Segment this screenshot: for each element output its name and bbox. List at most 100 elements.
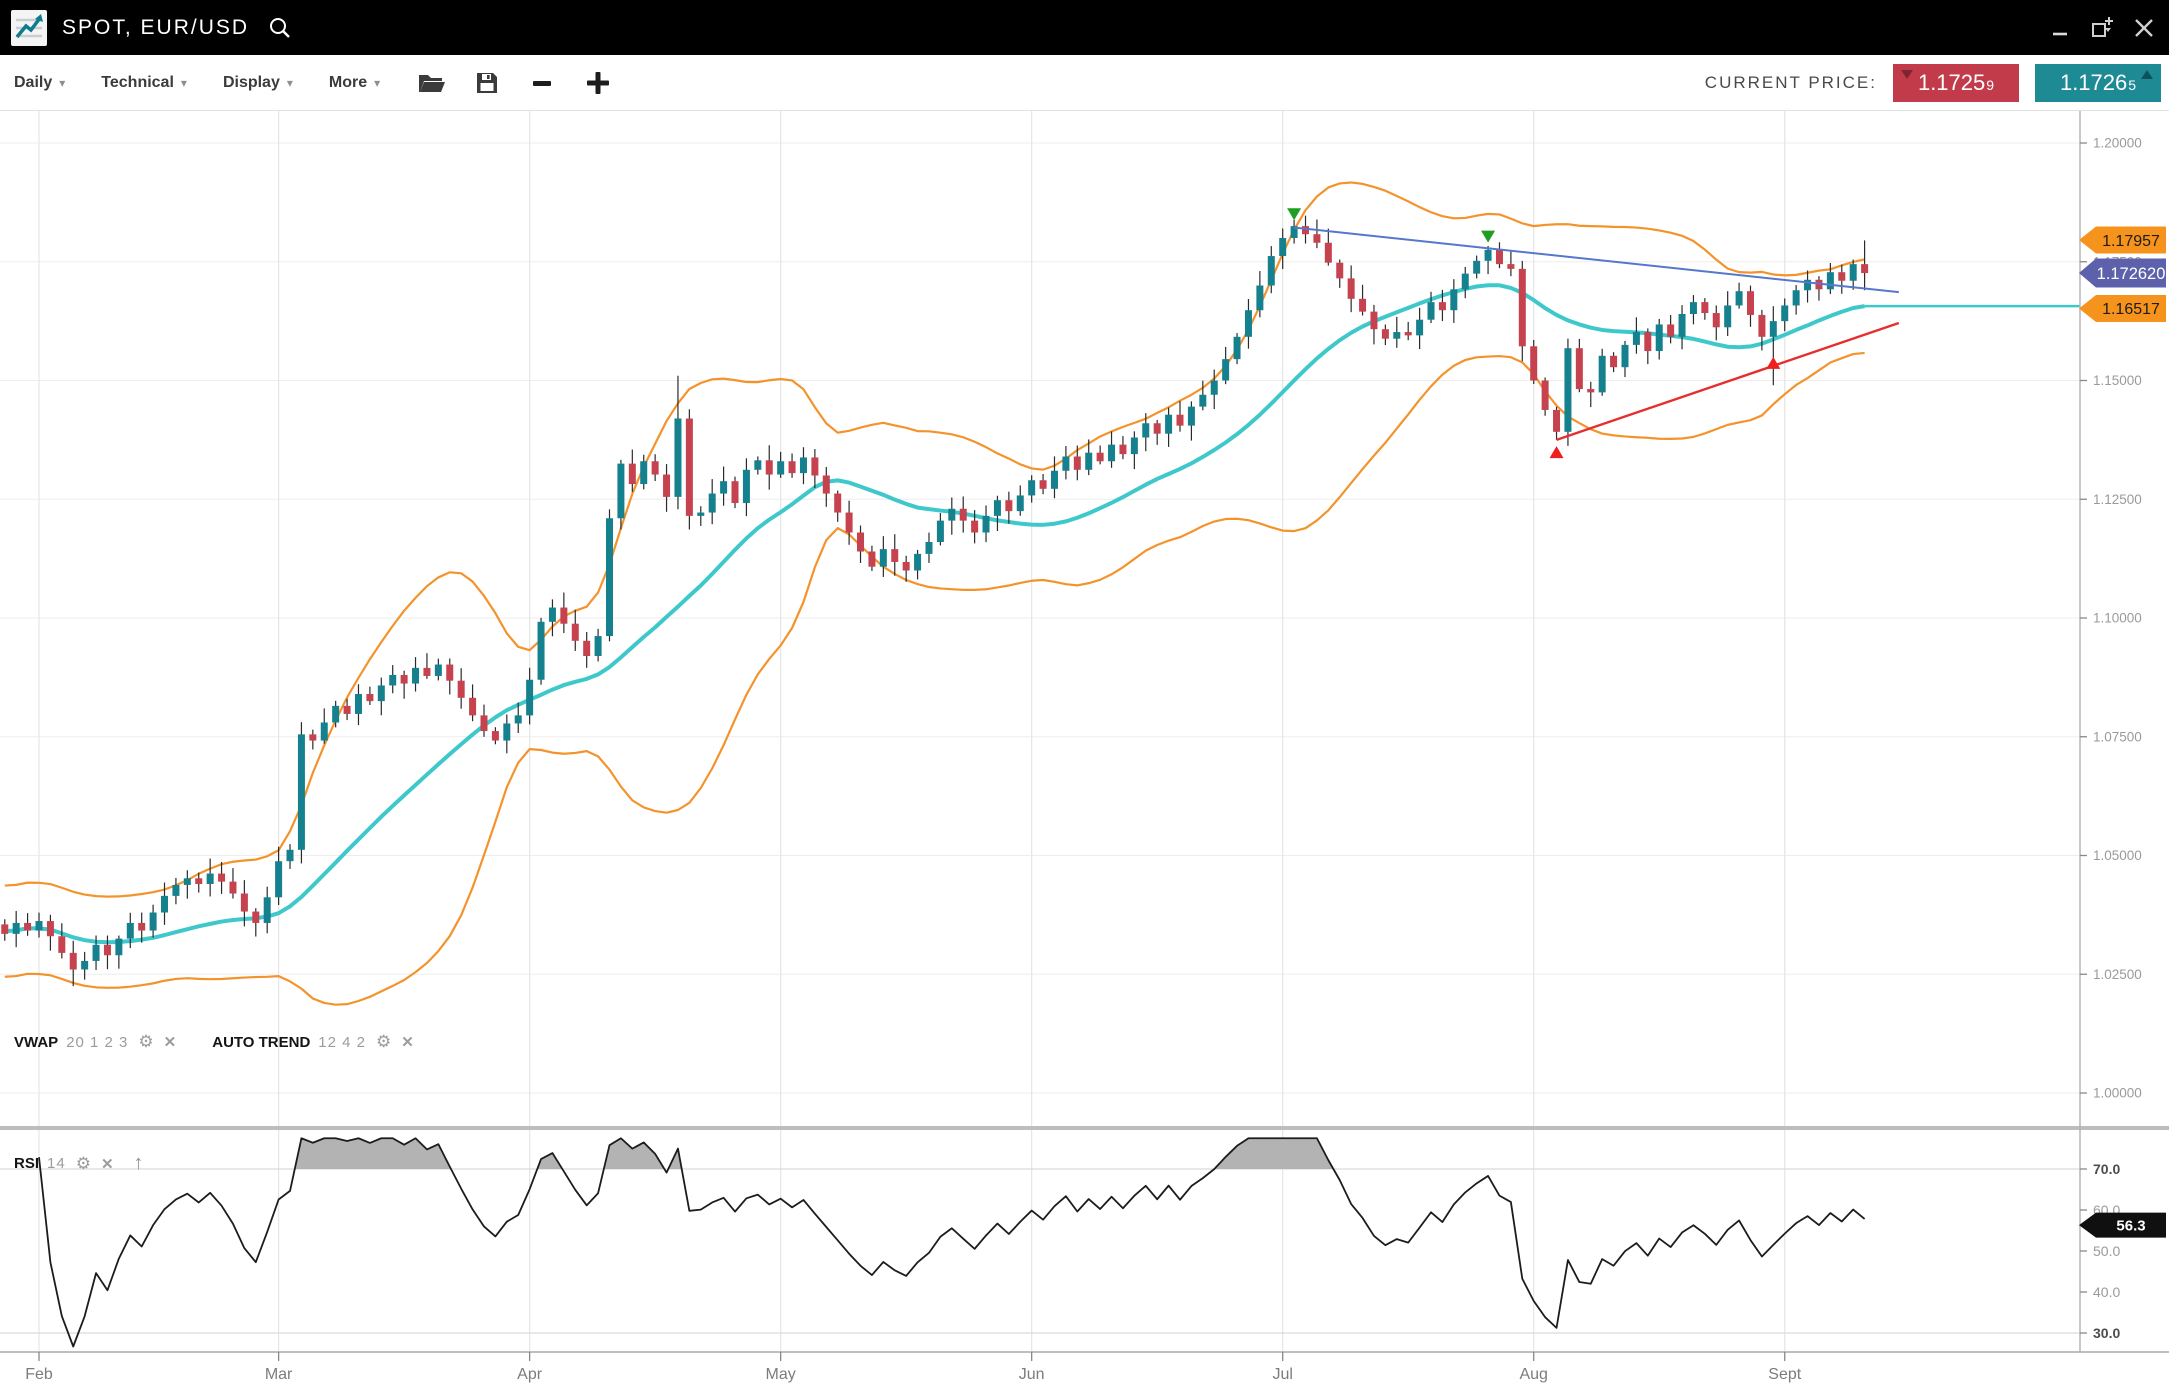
auto-trend-remove-icon[interactable]: ✕ — [401, 1034, 414, 1051]
candle-body — [514, 715, 522, 724]
red-trend-line — [1556, 321, 1900, 442]
zoom-out-icon[interactable] — [528, 69, 556, 97]
menu-technical-label: Technical — [101, 73, 174, 91]
upper-band-price-tag-label: 1.17957 — [2102, 233, 2160, 250]
candle-body — [1587, 389, 1595, 393]
candle-body — [731, 481, 739, 504]
candle-body — [389, 675, 397, 686]
current-price-label: CURRENT PRICE: — [1704, 72, 1877, 92]
candle-body — [742, 469, 750, 504]
candle-body — [218, 873, 226, 882]
candle-body — [1427, 302, 1435, 320]
candle-body — [811, 457, 819, 476]
candle-body — [857, 532, 865, 552]
candle-body — [1290, 226, 1298, 238]
menu-more-label: More — [328, 73, 368, 91]
candle-body — [229, 881, 237, 894]
rsi-legend-row: RSI 14 ⚙ ✕ ↑ — [14, 1152, 144, 1175]
x-axis-month-label: Aug — [1519, 1366, 1547, 1383]
y-axis-price-label: 1.07500 — [2093, 729, 2142, 744]
candle-body — [1199, 394, 1207, 407]
candle-body — [1416, 319, 1424, 336]
rsi-move-up-icon[interactable]: ↑ — [133, 1152, 144, 1174]
menu-display[interactable]: Display ▾ — [223, 74, 293, 92]
vwap-legend-label: VWAP — [14, 1033, 59, 1051]
candle-body — [491, 731, 499, 741]
candle-body — [754, 460, 762, 470]
save-icon[interactable] — [474, 70, 500, 96]
minimize-icon[interactable] — [2049, 16, 2073, 40]
candle-body — [959, 508, 967, 521]
search-icon[interactable] — [267, 15, 293, 41]
candle-body — [58, 936, 66, 953]
rsi-remove-icon[interactable]: ✕ — [100, 1155, 114, 1173]
candle-body — [571, 623, 579, 641]
menu-more[interactable]: More ▾ — [329, 74, 380, 92]
upper-band-price-tag — [2079, 226, 2166, 254]
candle-body — [1336, 262, 1344, 279]
candle-body — [1826, 272, 1834, 290]
candle-body — [1518, 268, 1526, 347]
vwap-remove-icon[interactable]: ✕ — [163, 1034, 177, 1051]
candle-body — [377, 685, 385, 702]
candle-body — [1541, 380, 1549, 410]
auto-trend-settings-gear-icon[interactable]: ⚙ — [376, 1032, 392, 1051]
auto-trend-legend-label: AUTO TREND — [212, 1033, 311, 1051]
candle-body — [1210, 380, 1218, 395]
candle-body — [868, 551, 876, 567]
candle-body — [1016, 495, 1024, 512]
bid-price-pip: 9 — [1986, 76, 1995, 93]
buy-signal-marker — [1549, 446, 1564, 459]
candle-body — [697, 512, 705, 516]
y-axis-price-label: 1.05000 — [2093, 848, 2142, 863]
candle-body — [183, 878, 191, 885]
popout-icon[interactable] — [2089, 15, 2115, 41]
candle-body — [320, 722, 328, 741]
candle-body — [1142, 423, 1150, 438]
candle-body — [1747, 291, 1754, 315]
menu-timeframe[interactable]: Daily ▾ — [14, 74, 65, 92]
price-up-arrow-icon — [2141, 69, 2153, 79]
candle-body — [457, 680, 465, 698]
x-axis-month-label: Apr — [517, 1366, 543, 1383]
candle-body — [1781, 305, 1789, 322]
rsi-axis-label: 70.0 — [2093, 1161, 2120, 1177]
candle-body — [1370, 311, 1378, 330]
candle-body — [1222, 359, 1230, 381]
ask-price: 1.1726 — [2059, 69, 2128, 95]
candle-body — [1153, 423, 1161, 434]
candle-body — [663, 474, 671, 497]
rsi-settings-gear-icon[interactable]: ⚙ — [75, 1153, 91, 1173]
candle-body — [1621, 344, 1629, 368]
candle-body — [1108, 444, 1116, 462]
menu-technical[interactable]: Technical ▾ — [101, 74, 187, 92]
rsi-line — [38, 1137, 1866, 1348]
vwap-settings-gear-icon[interactable]: ⚙ — [138, 1032, 154, 1051]
candle-body — [81, 960, 89, 970]
rsi-legend-label: RSI — [14, 1155, 40, 1172]
candle-body — [560, 607, 568, 624]
title-bar: SPOT, EUR/USD — [0, 0, 2169, 55]
candlesticks — [1, 215, 1869, 987]
candle-body — [925, 542, 933, 554]
sell-price-button[interactable]: 1.1725 9 — [1893, 63, 2019, 102]
buy-price-button[interactable]: 1.1726 5 — [2035, 63, 2161, 102]
candle-body — [1085, 452, 1093, 470]
vwap-legend-params: 20 1 2 3 — [66, 1033, 129, 1051]
candle-body — [206, 873, 214, 884]
candle-body — [1861, 264, 1869, 274]
candle-body — [1735, 291, 1743, 306]
candle-body — [594, 636, 602, 656]
candle-body — [1130, 437, 1138, 455]
candle-body — [115, 938, 123, 956]
candle-body — [1701, 302, 1709, 314]
candle-body — [708, 493, 716, 513]
candle-body — [1359, 298, 1367, 312]
lower-band-price-tag — [2079, 294, 2166, 322]
zoom-in-icon[interactable] — [584, 69, 612, 97]
candle-body — [1050, 470, 1058, 489]
open-folder-icon[interactable] — [416, 70, 446, 96]
close-icon[interactable] — [2131, 15, 2157, 41]
